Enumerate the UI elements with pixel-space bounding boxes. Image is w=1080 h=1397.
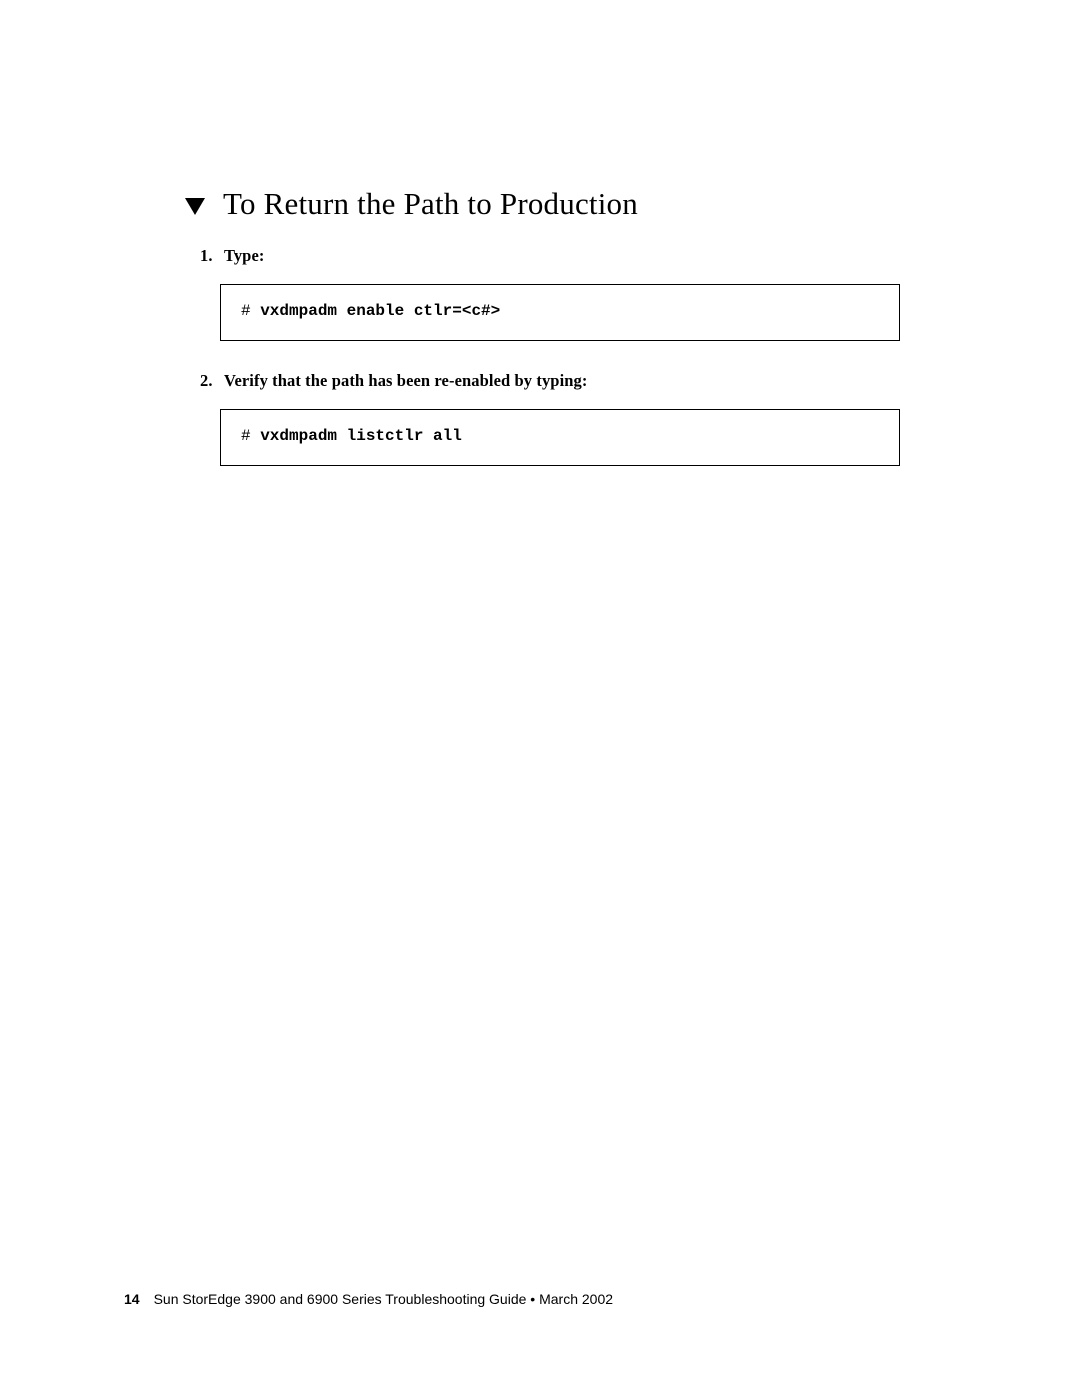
document-page: To Return the Path to Production 1. Type… <box>0 0 1080 1397</box>
triangle-down-icon <box>185 198 205 215</box>
step-label: Type: <box>224 246 265 265</box>
prompt: # <box>241 302 260 320</box>
step-2: 2. Verify that the path has been re-enab… <box>200 371 900 391</box>
footer-text: Sun StorEdge 3900 and 6900 Series Troubl… <box>154 1291 613 1307</box>
heading-row: To Return the Path to Production <box>185 186 900 222</box>
main-content: To Return the Path to Production 1. Type… <box>185 186 900 496</box>
step-1: 1. Type: <box>200 246 900 266</box>
prompt: # <box>241 427 260 445</box>
step-number: 1. <box>200 246 220 266</box>
command: vxdmpadm listctlr all <box>260 427 462 445</box>
step-number: 2. <box>200 371 220 391</box>
page-number: 14 <box>124 1291 140 1307</box>
section-heading: To Return the Path to Production <box>223 186 638 222</box>
command: vxdmpadm enable ctlr=<c#> <box>260 302 500 320</box>
step-label: Verify that the path has been re-enabled… <box>224 371 588 390</box>
code-block-2: # vxdmpadm listctlr all <box>220 409 900 466</box>
code-block-1: # vxdmpadm enable ctlr=<c#> <box>220 284 900 341</box>
page-footer: 14 Sun StorEdge 3900 and 6900 Series Trou… <box>124 1291 613 1307</box>
